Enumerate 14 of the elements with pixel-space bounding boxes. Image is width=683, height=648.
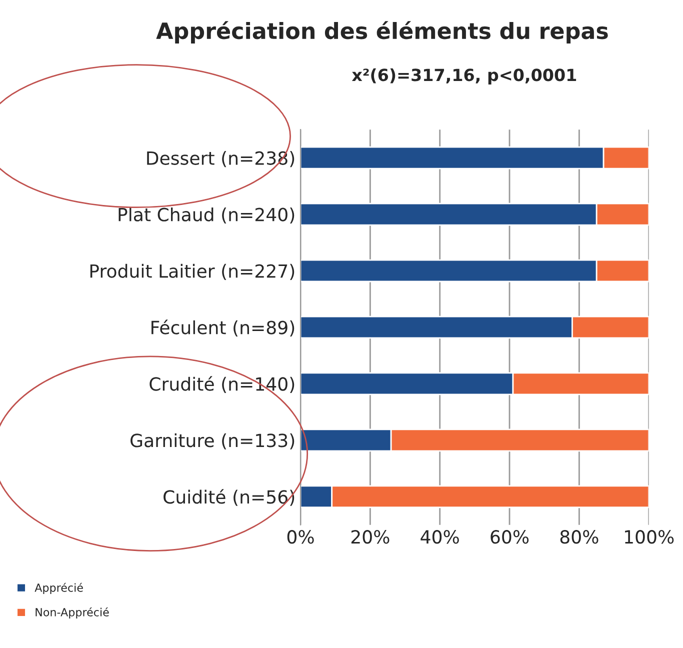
legend-label: Non-Apprécié <box>36 607 109 619</box>
y-tick-label: Produit Laitier (n=227) <box>90 264 294 280</box>
y-tick-label: Garniture (n=133) <box>130 433 294 450</box>
chart-title: Appréciation des éléments du repas <box>156 21 608 44</box>
chart-subtitle: x²(6)=317,16, p<0,0001 <box>352 68 576 84</box>
legend-label: Apprécié <box>34 582 83 594</box>
y-tick-label: Plat Chaud (n=240) <box>118 207 294 224</box>
x-tick-label: 80% <box>560 530 598 544</box>
x-tick-label: 0% <box>287 530 314 544</box>
x-tick-label: 100% <box>625 530 674 544</box>
x-tick-label: 20% <box>351 530 390 544</box>
y-tick-label: Féculent (n=89) <box>152 320 294 336</box>
x-tick-label: 60% <box>490 530 529 544</box>
x-tick-label: 40% <box>420 530 459 544</box>
